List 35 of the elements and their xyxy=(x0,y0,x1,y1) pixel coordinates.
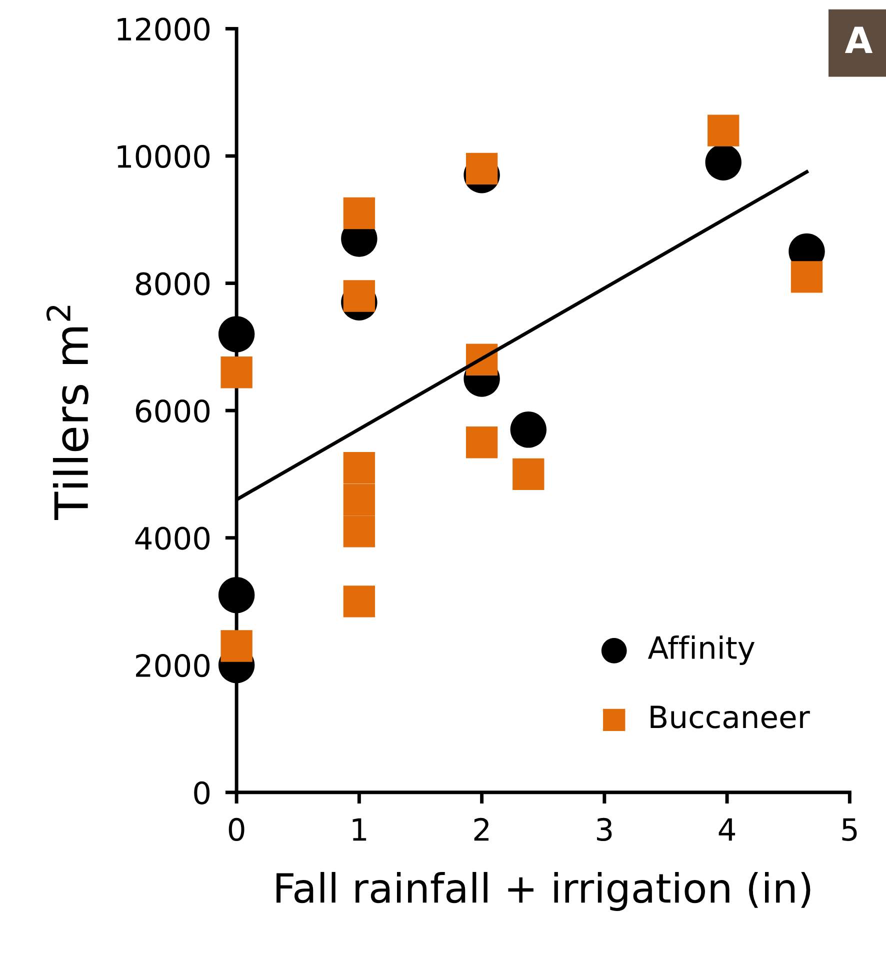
point xyxy=(466,426,498,458)
x-tick-label: 2 xyxy=(474,818,488,841)
x-tick-label: 3 xyxy=(597,818,612,842)
point xyxy=(512,458,544,490)
y-tick-label: 12000 xyxy=(118,18,210,41)
point xyxy=(220,356,252,388)
point xyxy=(343,586,376,618)
point xyxy=(343,280,376,312)
legend-label: Affinity xyxy=(648,635,755,666)
y-tick-label: 10000 xyxy=(118,144,210,168)
x-tick-label: 4 xyxy=(718,818,736,841)
point xyxy=(343,484,376,516)
point xyxy=(343,452,376,484)
point xyxy=(218,316,255,352)
annotation: A xyxy=(844,26,873,54)
point xyxy=(510,412,547,448)
x-tick-label: 1 xyxy=(352,818,366,841)
x-tick-label: 5 xyxy=(842,818,857,842)
legend-label: Buccaneer xyxy=(650,706,810,728)
y-tick-label: 4000 xyxy=(135,526,210,550)
y-tick-label: 0 xyxy=(194,781,210,804)
point xyxy=(220,630,252,662)
point xyxy=(790,261,823,293)
point xyxy=(343,516,376,548)
point xyxy=(466,152,498,185)
point xyxy=(218,577,255,614)
y-tick-label: 2000 xyxy=(136,654,210,678)
y-axis-title: Tillers m$^{2}$ xyxy=(46,306,88,520)
x-axis-title: Fall rainfall + irrigation (in) xyxy=(276,872,810,911)
point xyxy=(705,144,742,180)
x-tick-label: 0 xyxy=(228,818,244,842)
point xyxy=(708,114,740,146)
y-tick-label: 6000 xyxy=(136,399,210,423)
y-tick-label: 8000 xyxy=(136,272,210,296)
point xyxy=(343,197,376,230)
